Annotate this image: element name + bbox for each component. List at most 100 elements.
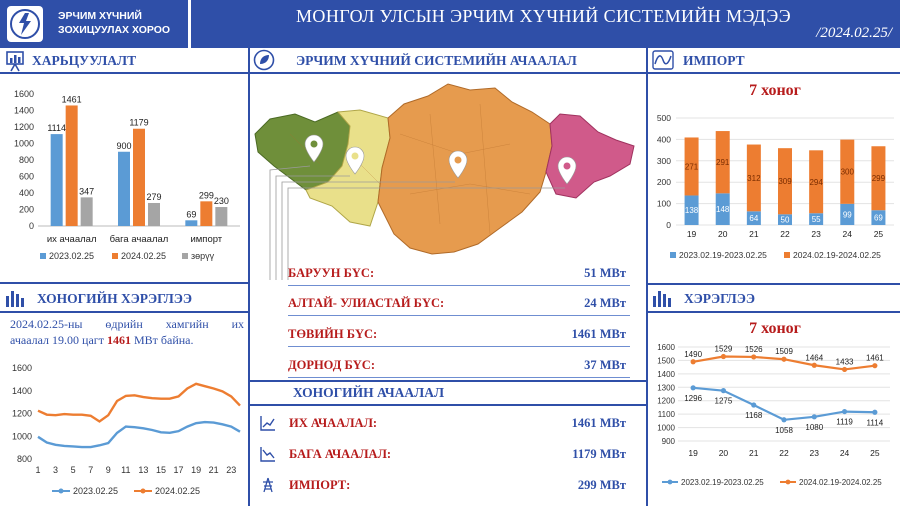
y-tick-label: 200 <box>657 177 671 187</box>
bar-chart-icon <box>653 291 671 307</box>
bar <box>840 139 855 204</box>
series-line <box>37 382 241 423</box>
series-line <box>37 420 241 449</box>
page-title: МОНГОЛ УЛСЫН ЭРЧИМ ХҮЧНИЙ СИСТЕМИЙН МЭДЭ… <box>296 6 791 26</box>
y-tick-label: 900 <box>662 437 676 446</box>
panel-rule <box>648 72 900 74</box>
legend-label: 2024.02.25 <box>155 486 200 496</box>
bar <box>871 210 886 225</box>
panel-title-import: ИМПОРТ <box>683 53 745 68</box>
comparison-chart: 0 200 400 600 800 1000 1200 1400 1600 1114 1461 347… <box>14 89 240 261</box>
row-divider <box>288 285 630 286</box>
legend-swatch <box>182 253 188 259</box>
region-row: ДОРНОД БҮС: 37 МВт <box>288 354 630 378</box>
region-value: 24 МВт <box>584 296 626 310</box>
data-label: 1114 <box>47 123 66 133</box>
x-tick-label: 1 <box>35 465 40 475</box>
data-point <box>781 356 787 362</box>
legend-swatch <box>670 252 676 258</box>
data-label: 1433 <box>836 357 854 366</box>
region-value: 51 МВт <box>584 266 626 280</box>
data-label: 309 <box>778 177 792 186</box>
week-label: 7 хоног <box>749 320 801 337</box>
x-tick-label: 9 <box>106 465 111 475</box>
bar <box>746 211 761 225</box>
daily-load-label: ИХ АЧААЛАЛ: <box>289 416 378 430</box>
y-tick-label: 1400 <box>657 370 675 379</box>
x-tick-label: импорт <box>190 234 222 245</box>
data-label: 69 <box>186 209 196 219</box>
x-tick-label: 17 <box>174 465 184 475</box>
data-label: 138 <box>685 206 699 215</box>
data-label: 99 <box>843 210 852 219</box>
x-tick-label: 13 <box>138 465 148 475</box>
data-label: 230 <box>214 196 229 206</box>
y-tick-label: 400 <box>19 188 34 198</box>
organization-name: ЭРЧИМ ХҮЧНИЙ ЗОХИЦУУЛАХ ХОРОО <box>58 9 170 37</box>
panel-title-daily-load: ХОНОГИЙН АЧААЛАЛ <box>293 385 445 400</box>
y-tick-label: 1600 <box>657 343 675 352</box>
bar <box>715 131 730 194</box>
y-tick-label: 1500 <box>657 356 675 365</box>
data-label: 1529 <box>715 345 733 354</box>
data-label: 1114 <box>867 418 884 427</box>
y-tick-label: 1300 <box>657 383 675 392</box>
bar <box>746 144 761 212</box>
bar <box>148 202 160 226</box>
y-tick-label: 300 <box>657 156 671 166</box>
bar <box>778 148 792 215</box>
bar <box>684 137 699 196</box>
daily-load-label: БАГА АЧААЛАЛ: <box>289 447 392 461</box>
column-divider-left <box>248 48 250 506</box>
x-tick-label: 25 <box>870 448 880 458</box>
legend-label: 2023.02.25 <box>73 486 118 496</box>
panel-rule <box>0 72 248 74</box>
x-tick-label: 22 <box>780 229 790 239</box>
legend-label: 2024.02.19-2024.02.25 <box>799 478 882 487</box>
panel-title-daily-consumption: ХОНОГИЙН ХЭРЭГЛЭЭ <box>37 291 193 306</box>
location-pin-icon <box>345 146 365 175</box>
bar <box>65 105 78 226</box>
region-row: ТӨВИЙН БҮС: 1461 МВт <box>288 323 630 347</box>
data-point <box>841 408 848 415</box>
data-point <box>751 354 757 360</box>
x-tick-label: 20 <box>719 448 729 458</box>
week-label: 7 хоног <box>749 82 801 99</box>
legend-marker <box>667 479 673 485</box>
data-point <box>690 359 696 365</box>
header-bar: ЭРЧИМ ХҮЧНИЙ ЗОХИЦУУЛАХ ХОРОО МОНГОЛ УЛС… <box>0 0 900 48</box>
bar <box>809 213 824 225</box>
org-line2: ЗОХИЦУУЛАХ ХОРОО <box>58 24 171 36</box>
data-label: 347 <box>79 186 94 196</box>
daily-note-text: ачаалал 19.00 цагт <box>10 333 107 347</box>
x-tick-label: 5 <box>71 465 76 475</box>
data-point <box>720 388 727 394</box>
daily-load-value: 1179 МВт <box>572 447 626 461</box>
daily-note-line2: ачаалал 19.00 цагт 1461 МВт байна. <box>10 333 244 348</box>
x-tick-label: 21 <box>749 448 759 458</box>
x-tick-label: 20 <box>718 229 728 239</box>
daily-load-label: ИМПОРТ: <box>289 478 351 492</box>
data-label: 312 <box>747 174 761 183</box>
data-label: 1296 <box>684 394 702 403</box>
region-name: БАРУУН БҮС: <box>288 266 375 280</box>
data-label: 1490 <box>684 350 702 359</box>
bar <box>118 151 130 226</box>
data-label: 1461 <box>866 354 884 363</box>
location-pin-icon <box>304 134 324 163</box>
x-tick-label: 21 <box>209 465 219 475</box>
x-tick-label: 21 <box>749 229 759 239</box>
bar <box>185 220 198 226</box>
data-label: 1119 <box>836 418 853 427</box>
y-tick-label: 1600 <box>14 89 34 99</box>
data-point <box>841 366 848 373</box>
legend-swatch <box>40 253 46 259</box>
region-value: 37 МВт <box>584 358 626 372</box>
energy-leaf-icon <box>253 49 275 71</box>
data-label: 1058 <box>775 426 793 435</box>
region-name: ТӨВИЙН БҮС: <box>288 327 378 341</box>
data-label: 55 <box>812 215 821 224</box>
bar <box>200 201 213 226</box>
x-tick-label: 11 <box>121 465 130 475</box>
region-name: ДОРНОД БҮС: <box>288 358 375 372</box>
